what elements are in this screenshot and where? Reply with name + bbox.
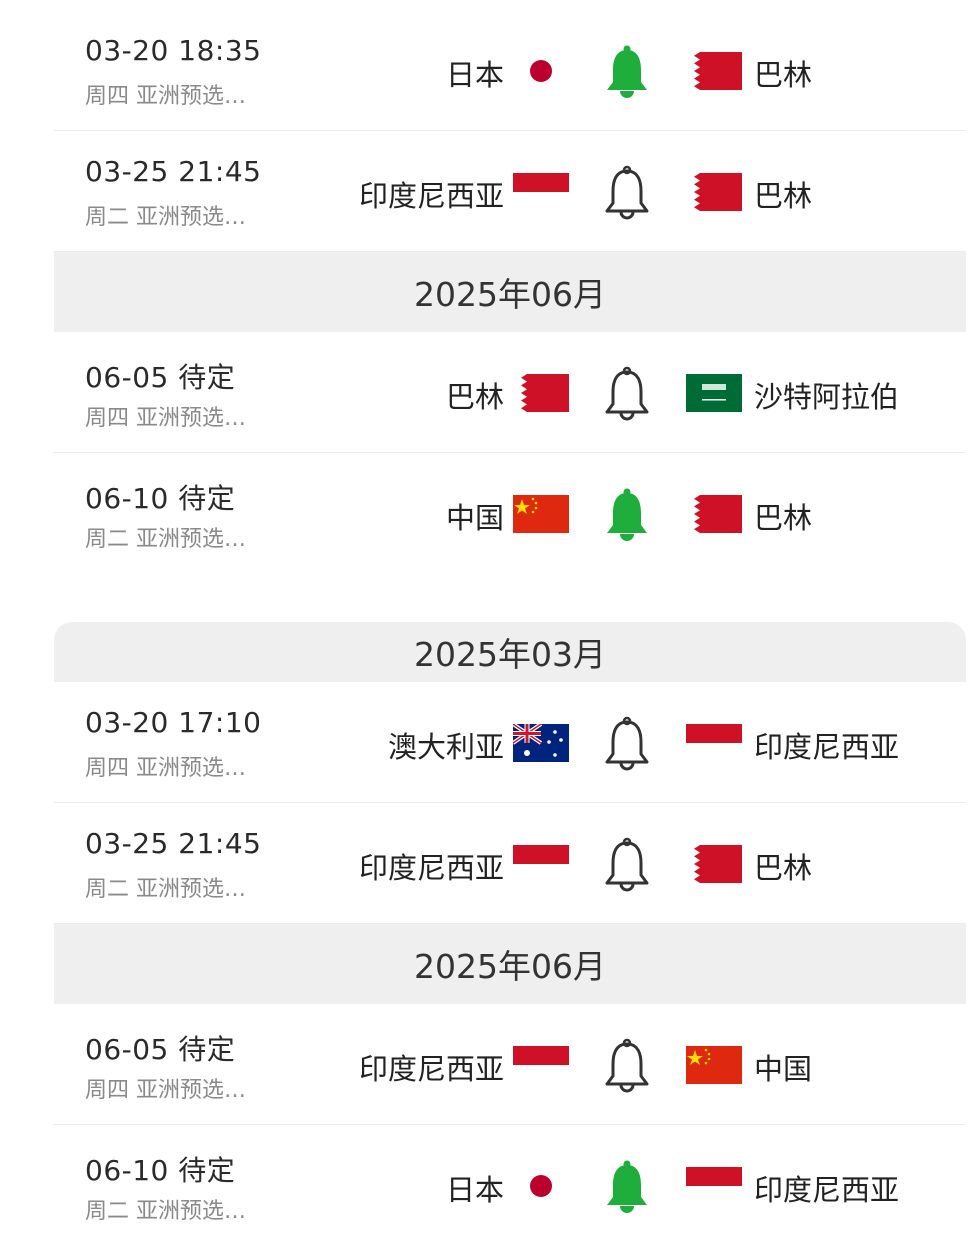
away-team-name: 印度尼西亚 bbox=[754, 730, 900, 764]
bahrain-flag-icon bbox=[686, 173, 742, 211]
away-team-name: 巴林 bbox=[754, 851, 813, 885]
match-datetime: 03-25 21:45 bbox=[85, 155, 262, 188]
bell-active-icon[interactable] bbox=[602, 44, 652, 100]
bahrain-flag-icon bbox=[686, 495, 742, 533]
match-row[interactable]: 03-25 21:45 周二 亚洲预选… 印度尼西亚 巴林 bbox=[54, 803, 966, 924]
bell-icon[interactable] bbox=[602, 716, 652, 772]
match-datetime: 06-05 待定 bbox=[85, 1033, 236, 1066]
match-row[interactable]: 06-10 待定周二 亚洲预选… 日本 印度尼西亚 bbox=[54, 1125, 966, 1245]
match-competition: 周二 亚洲预选… bbox=[85, 205, 246, 230]
home-team-name: 日本 bbox=[445, 1173, 504, 1207]
australia-flag-icon bbox=[513, 724, 569, 762]
match-datetime: 06-10 待定 bbox=[85, 1154, 236, 1187]
match-row[interactable]: 06-10 待定周二 亚洲预选… 中国 巴林 bbox=[54, 453, 966, 573]
japan-flag-icon bbox=[513, 52, 569, 90]
match-competition: 周四 亚洲预选… bbox=[85, 1078, 246, 1103]
month-header: 2025年06月 bbox=[54, 924, 966, 1004]
bahrain-flag-icon bbox=[513, 374, 569, 412]
match-row[interactable]: 03-25 21:45 周二 亚洲预选… 印度尼西亚 巴林 bbox=[54, 131, 966, 252]
match-row[interactable]: 06-05 待定周四 亚洲预选… 印度尼西亚 中国 bbox=[54, 1004, 966, 1125]
bahrain-flag-icon bbox=[686, 52, 742, 90]
match-competition: 周二 亚洲预选… bbox=[85, 877, 246, 902]
match-row[interactable]: 06-05 待定周四 亚洲预选… 巴林 沙特阿拉伯 bbox=[54, 332, 966, 453]
indonesia-flag-icon bbox=[513, 173, 569, 211]
bahrain-flag-icon bbox=[686, 845, 742, 883]
home-team-name: 日本 bbox=[445, 58, 504, 92]
match-competition: 周四 亚洲预选… bbox=[85, 406, 246, 431]
away-team-name: 巴林 bbox=[754, 58, 813, 92]
away-team-name: 沙特阿拉伯 bbox=[754, 380, 900, 414]
home-team-name: 中国 bbox=[445, 501, 504, 535]
match-row[interactable]: 03-20 18:35 周四 亚洲预选… 日本 巴林 bbox=[54, 10, 966, 131]
bell-icon[interactable] bbox=[602, 366, 652, 422]
away-team-name: 巴林 bbox=[754, 501, 813, 535]
bell-icon[interactable] bbox=[602, 165, 652, 221]
bell-active-icon[interactable] bbox=[602, 1159, 652, 1215]
match-datetime: 06-05 待定 bbox=[85, 361, 236, 394]
china-flag-icon bbox=[513, 495, 569, 533]
china-flag-icon bbox=[686, 1046, 742, 1084]
bell-icon[interactable] bbox=[602, 1038, 652, 1094]
match-datetime: 06-10 待定 bbox=[85, 482, 236, 515]
saudi-flag-icon bbox=[686, 374, 742, 412]
home-team-name: 印度尼西亚 bbox=[358, 179, 504, 213]
home-team-name: 澳大利亚 bbox=[387, 730, 504, 764]
match-list-panel: 03-20 18:35 周四 亚洲预选… 日本 巴林 03-25 21:45 周二 亚洲预… bbox=[54, 10, 966, 573]
month-header: 2025年06月 bbox=[54, 252, 966, 332]
indonesia-flag-icon bbox=[686, 1167, 742, 1205]
away-team-name: 印度尼西亚 bbox=[754, 1173, 900, 1207]
home-team-name: 印度尼西亚 bbox=[358, 851, 504, 885]
home-team-name: 印度尼西亚 bbox=[358, 1052, 504, 1086]
japan-flag-icon bbox=[513, 1167, 569, 1205]
match-competition: 周二 亚洲预选… bbox=[85, 527, 246, 552]
indonesia-flag-icon bbox=[686, 724, 742, 762]
home-team-name: 巴林 bbox=[445, 380, 504, 414]
match-row[interactable]: 03-20 17:10 周四 亚洲预选… 澳大利亚 印度尼西亚 bbox=[54, 682, 966, 803]
match-datetime: 03-20 18:35 bbox=[85, 34, 262, 67]
indonesia-flag-icon bbox=[513, 1046, 569, 1084]
match-list-panel: 2025年03月 03-20 17:10 周四 亚洲预选… 澳大利亚 印度尼西亚 03-2… bbox=[54, 622, 966, 1245]
match-competition: 周四 亚洲预选… bbox=[85, 756, 246, 781]
match-competition: 周二 亚洲预选… bbox=[85, 1199, 246, 1224]
away-team-name: 巴林 bbox=[754, 179, 813, 213]
bell-active-icon[interactable] bbox=[602, 487, 652, 543]
month-header: 2025年03月 bbox=[54, 622, 966, 682]
match-competition: 周四 亚洲预选… bbox=[85, 84, 246, 109]
away-team-name: 中国 bbox=[754, 1052, 813, 1086]
match-datetime: 03-25 21:45 bbox=[85, 827, 262, 860]
match-datetime: 03-20 17:10 bbox=[85, 706, 262, 739]
indonesia-flag-icon bbox=[513, 845, 569, 883]
bell-icon[interactable] bbox=[602, 837, 652, 893]
